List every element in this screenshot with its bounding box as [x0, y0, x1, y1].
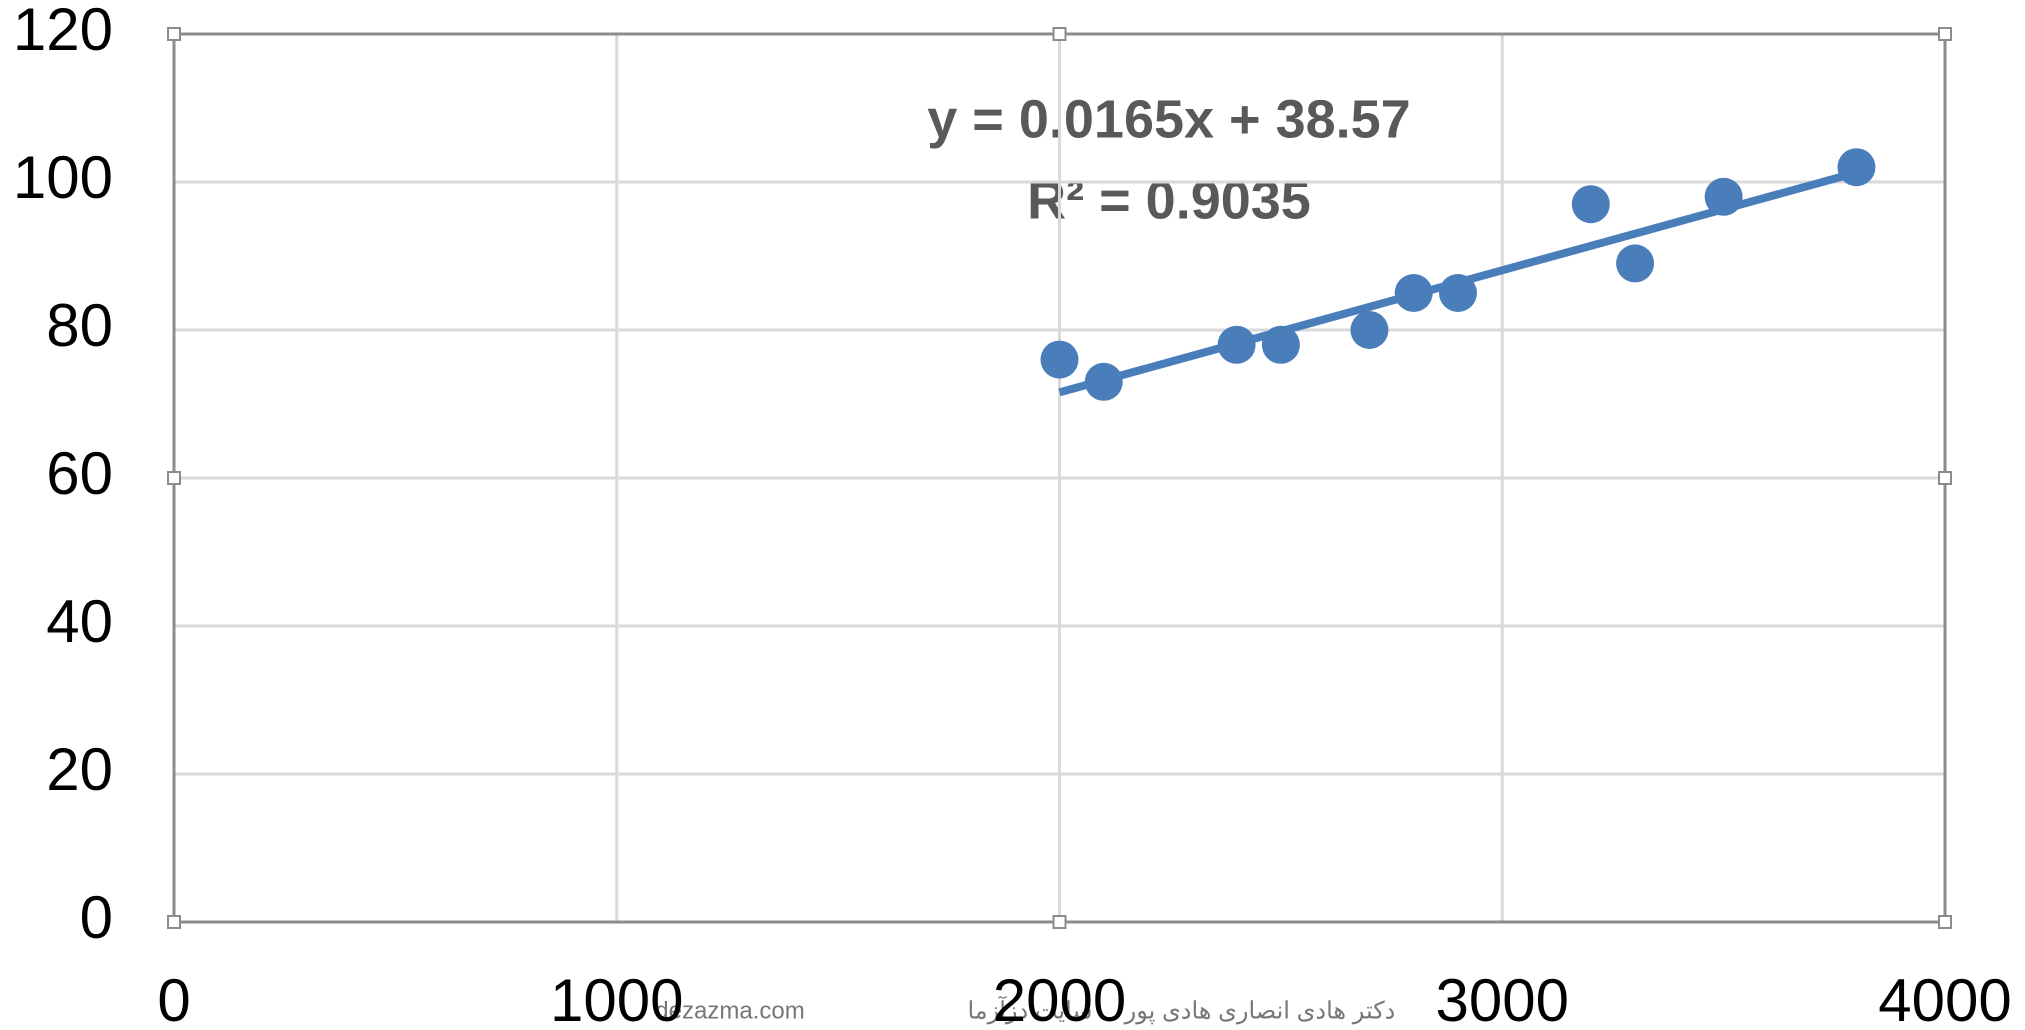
selection-handle: [167, 27, 181, 41]
data-point: [1261, 325, 1300, 364]
data-point: [1438, 274, 1477, 312]
selection-handle: [167, 915, 181, 929]
x-tick-label: 0: [157, 967, 190, 1030]
footer-site: dezazma.com: [655, 997, 804, 1024]
trendline-equation: y = 0.0165x + 38.57: [927, 89, 1410, 149]
data-point: [1084, 362, 1123, 401]
data-point: [1040, 340, 1079, 379]
y-tick-label: 80: [46, 292, 113, 359]
data-point: [1704, 177, 1743, 216]
data-point: [1616, 244, 1655, 283]
data-point: [1837, 148, 1876, 187]
footer-credit: دکتر هادی انصاری هادی پور: [1124, 997, 1396, 1024]
x-tick-label: 2000: [993, 967, 1126, 1030]
trendline-r2: R² = 0.9035: [1027, 170, 1311, 230]
x-tick-label: 1000: [550, 967, 683, 1030]
data-point: [1571, 185, 1610, 224]
selection-handle: [167, 471, 181, 485]
x-tick-label: 4000: [1878, 967, 2011, 1030]
selection-handle: [1938, 915, 1952, 929]
data-point: [1350, 311, 1389, 349]
data-point: [1217, 325, 1256, 364]
y-tick-label: 40: [46, 588, 113, 655]
selection-handle: [1938, 27, 1952, 41]
selection-handle: [1938, 471, 1952, 485]
footer-site-name: سایت دزآزما: [967, 995, 1092, 1024]
selection-handle: [1052, 27, 1067, 41]
data-point: [1394, 274, 1433, 312]
y-tick-label: 60: [46, 440, 113, 507]
y-tick-label: 0: [80, 884, 113, 951]
x-tick-label: 3000: [1436, 967, 1569, 1030]
selection-handle: [1052, 915, 1067, 929]
y-tick-label: 100: [13, 144, 113, 211]
y-tick-label: 120: [13, 0, 113, 63]
y-tick-label: 20: [46, 736, 113, 803]
